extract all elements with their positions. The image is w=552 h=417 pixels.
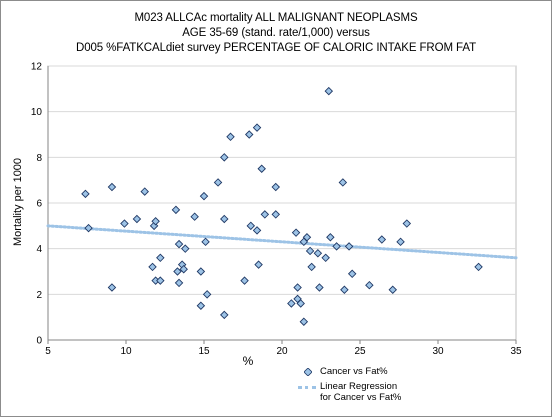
data-point xyxy=(156,253,165,263)
legend: Cancer vs Fat% Linear Regression for Can… xyxy=(298,366,410,403)
data-point xyxy=(287,299,296,308)
data-point xyxy=(338,178,348,187)
data-point xyxy=(340,285,349,295)
chart-title-line-3: D005 %FATKCALdiet survey PERCENTAGE OF C… xyxy=(75,42,476,54)
data-point xyxy=(299,317,309,326)
data-point xyxy=(313,248,323,258)
data-point xyxy=(307,262,316,272)
data-point xyxy=(140,187,149,196)
x-tick-label: 10 xyxy=(120,346,132,357)
data-point xyxy=(220,310,229,320)
data-point xyxy=(190,212,199,221)
data-point xyxy=(120,219,129,228)
data-point xyxy=(226,132,235,142)
data-point xyxy=(302,233,312,242)
data-point xyxy=(171,205,181,215)
data-point xyxy=(271,210,280,219)
y-tick-label: 4 xyxy=(36,244,42,255)
legend-dotted-line xyxy=(298,386,316,389)
data-point xyxy=(271,182,280,192)
y-tick-label: 8 xyxy=(36,153,42,164)
data-point xyxy=(196,301,206,310)
data-point xyxy=(324,86,334,96)
data-point xyxy=(291,228,301,237)
data-point xyxy=(388,285,397,295)
data-point xyxy=(148,262,157,272)
data-point xyxy=(305,246,315,256)
legend-label-regression: Linear Regression for Cancer vs Fat% xyxy=(320,381,402,403)
data-point xyxy=(326,233,335,242)
x-tick-label: 5 xyxy=(45,346,51,357)
y-tick-label: 2 xyxy=(36,290,42,301)
data-point xyxy=(174,239,184,249)
data-point xyxy=(402,219,412,228)
data-point xyxy=(132,214,142,224)
data-point xyxy=(181,244,190,253)
data-point xyxy=(201,237,210,247)
data-point xyxy=(474,262,483,272)
data-point xyxy=(81,189,90,199)
x-tick-label: 25 xyxy=(354,346,366,357)
y-tick-label: 6 xyxy=(36,199,42,210)
y-axis-label: Mortality per 1000 xyxy=(12,157,24,246)
data-point xyxy=(220,153,229,162)
data-point xyxy=(254,260,263,269)
data-point xyxy=(252,123,262,132)
regression-line xyxy=(46,224,518,260)
data-point xyxy=(296,299,305,308)
data-point xyxy=(377,235,387,244)
legend-item-scatter: Cancer vs Fat% xyxy=(298,366,410,377)
legend-label-scatter: Cancer vs Fat% xyxy=(320,366,388,377)
data-point xyxy=(107,283,117,292)
data-point xyxy=(347,269,357,279)
data-point xyxy=(257,164,266,173)
data-point xyxy=(332,242,341,251)
data-point xyxy=(344,242,354,251)
x-axis-label: % xyxy=(242,354,254,368)
data-point xyxy=(202,290,212,299)
data-point xyxy=(174,278,184,288)
data-point xyxy=(315,283,324,292)
data-point xyxy=(173,267,182,276)
data-point xyxy=(213,178,223,187)
data-point xyxy=(107,182,117,192)
data-point xyxy=(151,217,160,226)
x-tick-label: 15 xyxy=(198,346,210,357)
data-point xyxy=(196,267,206,276)
x-tick-label: 20 xyxy=(276,346,288,357)
data-point xyxy=(321,253,330,263)
data-point xyxy=(240,276,249,285)
data-point xyxy=(293,283,302,292)
x-tick-label: 35 xyxy=(510,346,522,357)
data-point xyxy=(252,226,262,235)
chart-title-line-1: M023 ALLCAc mortality ALL MALIGNANT NEOP… xyxy=(134,12,418,24)
y-tick-label: 0 xyxy=(36,336,42,347)
legend-item-regression: Linear Regression for Cancer vs Fat% xyxy=(298,381,410,403)
data-point xyxy=(220,214,229,224)
data-point xyxy=(179,264,188,274)
chart-title-line-2: AGE 35-69 (stand. rate/1,000) versus xyxy=(182,27,370,39)
data-point xyxy=(365,280,374,290)
data-point xyxy=(199,191,209,201)
data-point xyxy=(84,223,93,233)
data-point xyxy=(156,276,165,285)
data-point xyxy=(246,221,256,231)
legend-diamond-marker xyxy=(304,368,312,376)
data-point xyxy=(260,210,270,219)
data-point xyxy=(396,237,405,247)
y-tick-label: 12 xyxy=(31,62,43,73)
x-tick-label: 30 xyxy=(432,346,444,357)
y-tick-label: 10 xyxy=(31,107,43,118)
data-point xyxy=(245,130,254,139)
